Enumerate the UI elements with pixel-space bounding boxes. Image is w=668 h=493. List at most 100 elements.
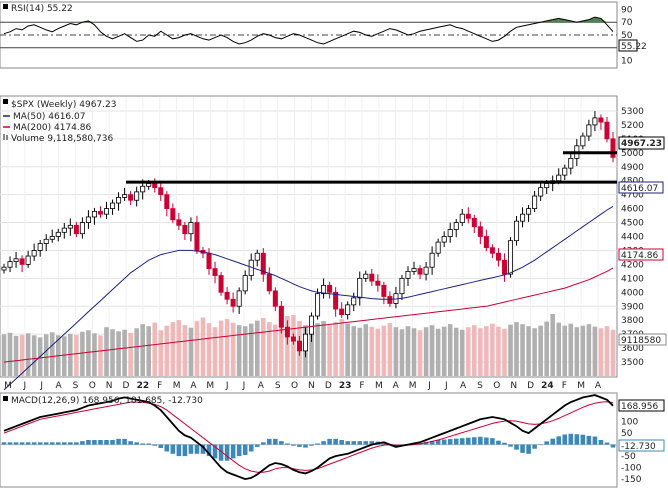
x-axis-label: M [173, 381, 181, 391]
candle-body [122, 194, 128, 198]
candle-body [538, 187, 544, 197]
candle-body [61, 227, 67, 233]
macd-histogram-bar [62, 442, 67, 445]
price-tick-label: 4200 [621, 260, 644, 270]
x-axis-label: A [393, 381, 400, 391]
volume-bar [104, 327, 109, 376]
macd-histogram-bar [242, 444, 248, 455]
candle-body [134, 191, 140, 201]
volume-bar [562, 325, 568, 376]
candle-body [321, 284, 327, 295]
macd-histogram-bar [339, 440, 344, 445]
macd-histogram-bar [291, 444, 296, 446]
candle-body [188, 222, 194, 235]
macd-histogram-bar [116, 438, 121, 445]
candle-body [333, 291, 339, 310]
candle-body [13, 258, 19, 263]
hist-last-value: -12.730 [621, 442, 656, 452]
candle-body [501, 259, 507, 275]
candle-body [176, 219, 182, 226]
rsi-tick-label: 10 [621, 57, 633, 67]
macd-histogram-bar [550, 438, 555, 445]
macd-histogram-bar [25, 442, 31, 445]
volume-bar [279, 320, 284, 376]
macd-histogram-bar [194, 444, 200, 454]
candle-body [79, 222, 85, 235]
ma200-line [3, 267, 614, 363]
x-axis-label: M [4, 381, 12, 391]
rsi-overbought-fill [588, 17, 595, 23]
volume-bar [459, 329, 465, 376]
volume-bar [375, 328, 381, 376]
macd-histogram-bar [170, 444, 176, 454]
candle-body [604, 121, 610, 140]
volume-bar [260, 318, 266, 376]
candle-body [128, 194, 134, 201]
x-axis-label: D [123, 381, 130, 391]
candle-body [230, 298, 236, 307]
macd-histogram-bar [13, 442, 19, 445]
price-legend: $SPX (Weekly) 4967.23 MA(50) 4616.07 MA(… [3, 99, 116, 144]
macd-histogram-bar [19, 442, 25, 445]
macd-histogram-bar [309, 444, 314, 446]
volume-bar [170, 322, 176, 376]
candle-body [152, 183, 158, 189]
volume-bar [387, 323, 393, 376]
volume-bar [574, 327, 580, 376]
volume-bar [381, 325, 387, 376]
volume-bar [484, 326, 489, 376]
price-last-value: 4967.23 [621, 139, 662, 149]
volume-bar [441, 326, 447, 376]
macd-histogram-bar [604, 442, 610, 445]
macd-histogram-bar [230, 444, 236, 459]
candle-body [387, 296, 393, 304]
ma200-last-value: 4174.86 [621, 251, 658, 261]
macd-histogram-bar [357, 441, 363, 445]
x-axis-label: M [409, 381, 417, 391]
candle-body [483, 236, 489, 249]
volume-bar [92, 333, 97, 376]
candle-body [568, 157, 574, 169]
macd-tick-label: -100 [621, 464, 642, 474]
macd-histogram-bar [104, 440, 109, 445]
volume-bar [194, 321, 200, 376]
macd-histogram-bar [502, 442, 507, 445]
candle-body [158, 187, 164, 196]
x-axis-label: A [595, 381, 602, 391]
volume-bar [550, 314, 555, 376]
volume-bar [236, 325, 242, 376]
x-axis-label: F [562, 381, 567, 391]
macd-histogram-bar [526, 444, 531, 454]
macd-histogram-bar [327, 438, 332, 445]
rsi-last-badge: 55.22 [618, 39, 647, 52]
volume-bar [218, 320, 224, 376]
candle-body [43, 238, 49, 244]
candle-body [423, 266, 429, 275]
macd-histogram-bar [435, 440, 441, 445]
macd-histogram-bar [520, 444, 525, 453]
candle-body [339, 308, 345, 316]
volume-bar [496, 326, 501, 376]
candle-body [489, 247, 495, 254]
candle-body [399, 277, 405, 295]
candle-body [49, 236, 55, 240]
volume-bar [134, 328, 139, 376]
volume-bar [19, 334, 25, 376]
macd-histogram-bar [490, 438, 495, 445]
volume-bar [610, 329, 616, 376]
candle-body [381, 284, 387, 297]
macd-legend: MACD(12,26,9) 168.956, 181.685, -12.730 [3, 396, 203, 406]
candle-body [453, 222, 459, 230]
macd-tick-label: 100 [621, 418, 638, 428]
x-axis-label: M [206, 381, 214, 391]
x-axis-label: S [73, 381, 79, 391]
macd-histogram-bar [514, 444, 519, 450]
macd-histogram-bar [98, 440, 103, 445]
price-last-badge: 4967.23 [618, 136, 665, 150]
macd-line [3, 394, 614, 481]
volume-bar [532, 328, 537, 376]
volume-bar [544, 321, 549, 376]
x-axis-label: A [55, 381, 62, 391]
macd-histogram-bar [267, 438, 272, 445]
